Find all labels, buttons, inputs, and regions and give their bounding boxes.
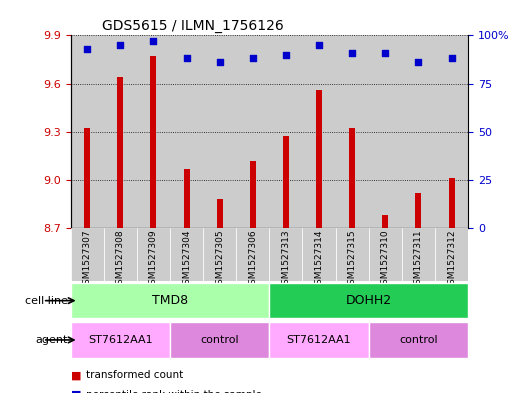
Text: control: control: [200, 335, 239, 345]
Bar: [217, 199, 223, 228]
Text: ■: ■: [71, 370, 81, 380]
Text: agent: agent: [36, 335, 68, 345]
Bar: [449, 178, 454, 228]
Text: GSM1527306: GSM1527306: [248, 230, 257, 290]
Text: GDS5615 / ILMN_1756126: GDS5615 / ILMN_1756126: [103, 19, 284, 33]
Bar: [117, 77, 123, 228]
Text: GSM1527307: GSM1527307: [83, 230, 92, 290]
Bar: [170, 35, 203, 228]
Text: GSM1527305: GSM1527305: [215, 230, 224, 290]
Bar: [269, 228, 302, 281]
Bar: [336, 35, 369, 228]
Bar: [104, 35, 137, 228]
Bar: [250, 161, 256, 228]
Bar: [104, 228, 137, 281]
Bar: [137, 35, 170, 228]
Bar: [170, 228, 203, 281]
Text: DOHH2: DOHH2: [346, 294, 392, 307]
Point: [183, 55, 191, 62]
Bar: [382, 215, 388, 228]
Point: [414, 59, 423, 66]
Bar: [151, 56, 156, 228]
Text: GSM1527314: GSM1527314: [314, 230, 324, 290]
Bar: [71, 35, 104, 228]
Bar: [269, 35, 302, 228]
Text: GSM1527309: GSM1527309: [149, 230, 158, 290]
Text: GSM1527313: GSM1527313: [281, 230, 290, 290]
Bar: [415, 193, 422, 228]
Point: [116, 42, 124, 48]
Text: ST7612AA1: ST7612AA1: [88, 335, 153, 345]
Point: [282, 51, 290, 58]
Bar: [316, 90, 322, 228]
Bar: [302, 35, 336, 228]
Text: GSM1527311: GSM1527311: [414, 230, 423, 290]
Bar: [402, 35, 435, 228]
Text: TMD8: TMD8: [152, 294, 188, 307]
Bar: [71, 283, 269, 318]
Bar: [203, 35, 236, 228]
Text: GSM1527315: GSM1527315: [348, 230, 357, 290]
Bar: [269, 283, 468, 318]
Bar: [369, 228, 402, 281]
Bar: [269, 322, 369, 358]
Text: GSM1527312: GSM1527312: [447, 230, 456, 290]
Bar: [369, 322, 468, 358]
Text: GSM1527308: GSM1527308: [116, 230, 125, 290]
Text: ■: ■: [71, 390, 81, 393]
Text: GSM1527304: GSM1527304: [182, 230, 191, 290]
Bar: [71, 322, 170, 358]
Point: [348, 50, 356, 56]
Bar: [349, 129, 355, 228]
Bar: [302, 228, 336, 281]
Point: [315, 42, 323, 48]
Point: [215, 59, 224, 66]
Point: [248, 55, 257, 62]
Point: [447, 55, 456, 62]
Bar: [184, 169, 189, 228]
Bar: [435, 228, 468, 281]
Bar: [137, 228, 170, 281]
Bar: [236, 228, 269, 281]
Text: ST7612AA1: ST7612AA1: [287, 335, 351, 345]
Bar: [369, 35, 402, 228]
Text: percentile rank within the sample: percentile rank within the sample: [86, 390, 262, 393]
Point: [149, 38, 157, 44]
Text: cell line: cell line: [25, 296, 68, 306]
Bar: [203, 228, 236, 281]
Point: [381, 50, 390, 56]
Point: [83, 46, 92, 52]
Text: GSM1527310: GSM1527310: [381, 230, 390, 290]
Bar: [71, 228, 104, 281]
Bar: [170, 322, 269, 358]
Bar: [435, 35, 468, 228]
Bar: [236, 35, 269, 228]
Text: control: control: [399, 335, 438, 345]
Text: transformed count: transformed count: [86, 370, 184, 380]
Bar: [402, 228, 435, 281]
Bar: [283, 136, 289, 228]
Bar: [336, 228, 369, 281]
Bar: [84, 129, 90, 228]
